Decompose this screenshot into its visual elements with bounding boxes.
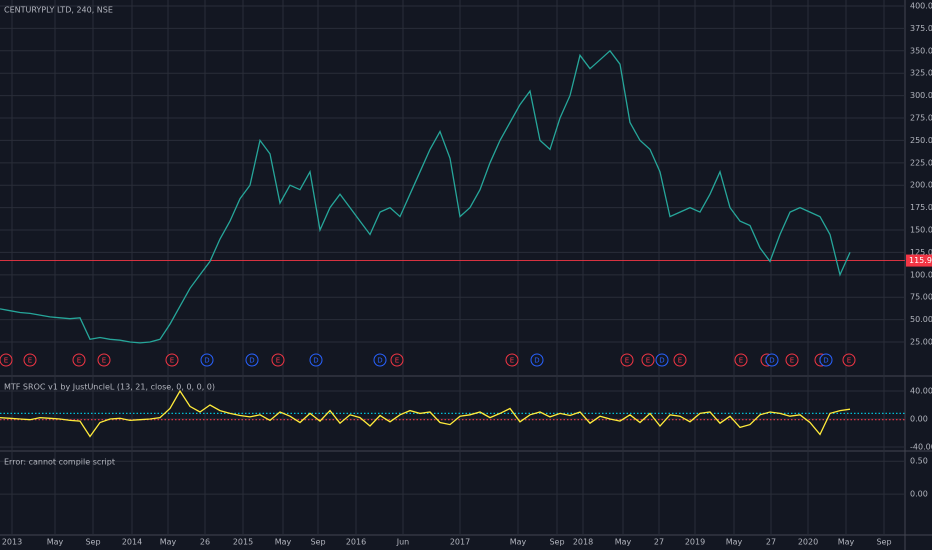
y-tick-label: 350.00: [910, 46, 932, 55]
y-tick-label: 300.00: [910, 91, 932, 100]
y-tick-label: 125.00: [910, 248, 932, 257]
x-tick-label: May: [275, 538, 292, 547]
event-label: D: [204, 357, 209, 365]
event-marker: [390, 353, 404, 367]
y-tick-label: 375.00: [910, 24, 932, 33]
y-tick-label: 40.00: [910, 386, 932, 395]
event-marker: [842, 353, 856, 367]
event-label: E: [276, 357, 280, 365]
series-line: [0, 389, 851, 438]
event-marker: [23, 353, 37, 367]
x-tick-label: 2014: [122, 538, 142, 547]
y-tick-label: 100.00: [910, 270, 932, 279]
x-tick-label: Sep: [549, 538, 564, 547]
event-label: D: [659, 357, 664, 365]
event-label: E: [646, 357, 650, 365]
x-tick-label: 26: [200, 538, 210, 547]
x-tick-label: May: [47, 538, 64, 547]
event-label: E: [678, 357, 682, 365]
event-label: D: [534, 357, 539, 365]
event-marker: [309, 353, 323, 367]
y-tick-label: 200.00: [910, 181, 932, 190]
event-label: E: [739, 357, 743, 365]
event-label: E: [625, 357, 629, 365]
event-label: E: [790, 357, 794, 365]
event-marker: [530, 353, 544, 367]
event-marker: [72, 353, 86, 367]
event-label: E: [28, 357, 32, 365]
event-marker: [655, 353, 669, 367]
event-marker: [245, 353, 259, 367]
pane-title: Error: cannot compile script: [4, 458, 115, 467]
event-marker: [819, 353, 833, 367]
event-marker: [373, 353, 387, 367]
x-tick-label: 2015: [233, 538, 253, 547]
event-label: D: [249, 357, 254, 365]
x-tick-label: 2016: [346, 538, 366, 547]
event-label: D: [769, 357, 774, 365]
pane-title: CENTURYPLY LTD, 240, NSE: [4, 6, 113, 15]
x-tick-label: 2013: [2, 538, 22, 547]
event-label: E: [847, 357, 851, 365]
x-tick-label: Sep: [876, 538, 891, 547]
y-tick-label: 250.00: [910, 136, 932, 145]
y-tick-label: 0.00: [910, 490, 928, 499]
y-tick-label: 275.00: [910, 114, 932, 123]
event-label: E: [170, 357, 174, 365]
event-label: D: [823, 357, 828, 365]
last-price-box: [906, 254, 932, 267]
event-marker: [505, 353, 519, 367]
x-tick-label: 2017: [450, 538, 470, 547]
event-label: E: [510, 357, 514, 365]
y-tick-label: 175.00: [910, 203, 932, 212]
x-tick-label: 2020: [798, 538, 818, 547]
event-marker: [0, 353, 13, 367]
y-tick-label: 400.00: [910, 2, 932, 11]
x-tick-label: 27: [654, 538, 664, 547]
event-marker: [765, 353, 779, 367]
series-line: [0, 49, 851, 344]
y-tick-label: 150.00: [910, 226, 932, 235]
y-tick-label: 25.00: [910, 338, 932, 347]
y-tick-label: 75.00: [910, 293, 932, 302]
event-marker: [641, 353, 655, 367]
x-tick-label: May: [726, 538, 743, 547]
x-tick-label: May: [838, 538, 855, 547]
x-tick-label: 27: [766, 538, 776, 547]
event-marker: [673, 353, 687, 367]
event-label: E: [4, 357, 8, 365]
x-tick-label: May: [510, 538, 527, 547]
y-tick-label: -40.00: [910, 442, 932, 451]
event-marker: [165, 353, 179, 367]
pane-title: MTF SROC v1 by JustUncleL (13, 21, close…: [4, 383, 215, 392]
x-tick-label: May: [615, 538, 632, 547]
x-tick-label: Sep: [310, 538, 325, 547]
x-tick-label: May: [160, 538, 177, 547]
event-marker: [734, 353, 748, 367]
y-tick-label: 0.50: [910, 457, 928, 466]
last-price-label: 115.90: [909, 256, 932, 265]
event-label: D: [313, 357, 318, 365]
event-label: D: [377, 357, 382, 365]
event-label: E: [395, 357, 399, 365]
x-tick-label: 2019: [685, 538, 705, 547]
event-marker: [271, 353, 285, 367]
event-marker: [620, 353, 634, 367]
event-label: E: [102, 357, 106, 365]
y-tick-label: 0.00: [910, 414, 928, 423]
event-label: E: [77, 357, 81, 365]
event-marker: [785, 353, 799, 367]
event-marker: [97, 353, 111, 367]
y-tick-label: 225.00: [910, 158, 932, 167]
y-tick-label: 50.00: [910, 315, 932, 324]
y-tick-label: 325.00: [910, 69, 932, 78]
x-tick-label: 2018: [573, 538, 593, 547]
event-marker: [200, 353, 214, 367]
x-tick-label: Sep: [85, 538, 100, 547]
x-tick-label: Jun: [396, 538, 410, 547]
